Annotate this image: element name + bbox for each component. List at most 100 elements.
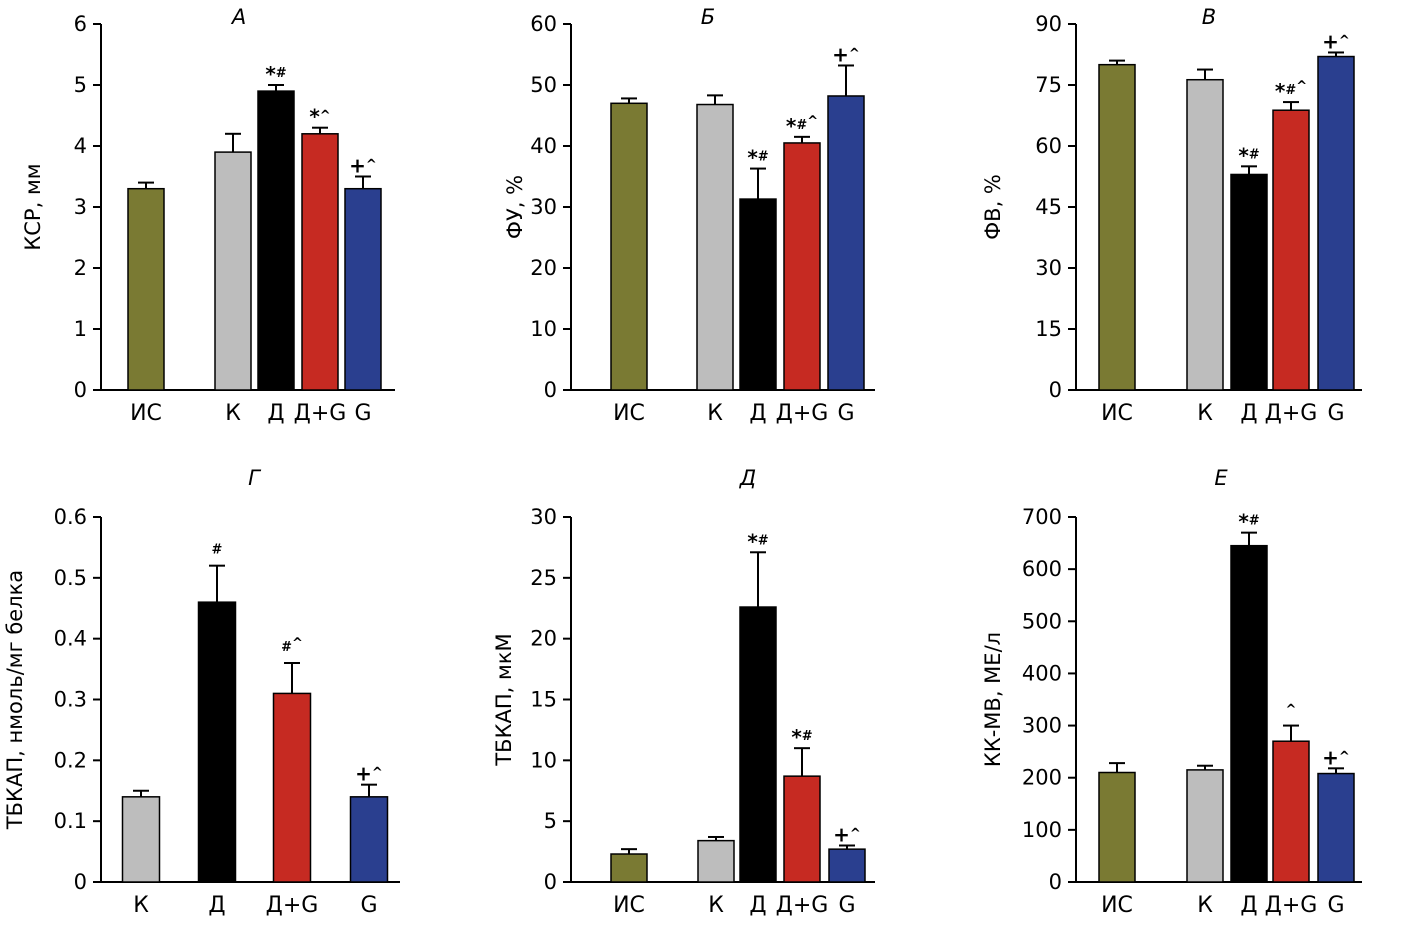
- bar: [1230, 544, 1268, 883]
- significance-marker: *#: [1238, 510, 1259, 534]
- significance-symbol: *: [1275, 79, 1286, 103]
- bar: [344, 187, 382, 391]
- significance-symbol: +: [833, 823, 850, 847]
- category-label: G: [1327, 893, 1344, 918]
- y-tick-label: 600: [1022, 557, 1062, 581]
- significance-symbol: ^: [1286, 703, 1297, 718]
- significance-marker: +^: [349, 154, 377, 178]
- bar: [272, 692, 312, 883]
- y-tick-label: 20: [530, 627, 557, 651]
- panel-title: А: [230, 5, 246, 29]
- category-label: ИС: [1101, 893, 1133, 918]
- bar: [349, 796, 389, 883]
- significance-symbol: +: [832, 42, 849, 66]
- y-tick-label: 15: [530, 688, 557, 712]
- y-tick-label: 0.6: [54, 505, 87, 529]
- significance-symbol: #: [1285, 83, 1296, 98]
- significance-marker: *#: [747, 529, 768, 553]
- significance-symbol: *: [747, 146, 758, 170]
- y-tick-label: 10: [530, 748, 557, 772]
- significance-symbol: *: [1238, 143, 1249, 167]
- category-label: Д+G: [1265, 893, 1318, 918]
- panel-title: Г: [248, 466, 262, 490]
- significance-symbol: ^: [366, 158, 377, 173]
- y-tick-label: 15: [1035, 317, 1062, 341]
- bar: [610, 102, 648, 391]
- panel-title: Б: [701, 5, 715, 29]
- category-label: К: [707, 401, 723, 426]
- y-tick-label: 5: [74, 73, 87, 97]
- significance-symbol: +: [1322, 29, 1339, 53]
- y-axis-label: ФУ, %: [503, 175, 527, 239]
- category-label: Д: [749, 893, 766, 918]
- category-label: К: [1197, 893, 1213, 918]
- category-label: ИС: [613, 893, 645, 918]
- significance-marker: *#: [1238, 143, 1259, 167]
- category-label: G: [1327, 401, 1344, 426]
- significance-symbol: #: [281, 640, 292, 655]
- y-tick-label: 300: [1022, 714, 1062, 738]
- y-tick-label: 700: [1022, 505, 1062, 529]
- y-tick-label: 75: [1035, 73, 1062, 97]
- y-tick-label: 60: [1035, 134, 1062, 158]
- category-label: Д: [208, 893, 225, 918]
- y-tick-label: 0: [74, 378, 87, 402]
- y-tick-label: 0: [544, 378, 557, 402]
- category-label: К: [225, 401, 241, 426]
- bar: [827, 95, 865, 391]
- significance-symbol: ^: [320, 109, 331, 124]
- significance-symbol: #: [1249, 514, 1260, 529]
- significance-marker: *#^: [786, 114, 818, 138]
- significance-symbol: #: [212, 543, 223, 558]
- bar: [610, 853, 648, 883]
- y-axis-label: КК-МВ, МЕ/л: [981, 632, 1005, 767]
- bar: [301, 133, 339, 391]
- significance-marker: #^: [281, 636, 303, 655]
- category-label: К: [708, 893, 724, 918]
- y-tick-label: 400: [1022, 661, 1062, 685]
- significance-marker: +^: [832, 42, 860, 66]
- category-label: G: [837, 401, 854, 426]
- category-label: Д: [749, 401, 766, 426]
- y-tick-label: 0: [74, 870, 87, 894]
- bar: [214, 151, 252, 391]
- bar: [1317, 772, 1355, 883]
- bar: [697, 839, 735, 883]
- significance-marker: ^: [1286, 703, 1297, 718]
- significance-marker: +^: [833, 823, 861, 847]
- category-label: Д+G: [776, 893, 829, 918]
- y-tick-label: 50: [530, 73, 557, 97]
- y-tick-label: 20: [530, 256, 557, 280]
- significance-symbol: #: [1249, 147, 1260, 162]
- significance-symbol: ^: [372, 766, 383, 781]
- y-tick-label: 30: [530, 505, 557, 529]
- bar: [783, 775, 821, 883]
- y-tick-label: 3: [74, 195, 87, 219]
- significance-symbol: *: [265, 62, 276, 86]
- y-tick-label: 10: [530, 317, 557, 341]
- y-tick-label: 2: [74, 256, 87, 280]
- significance-symbol: #: [802, 729, 813, 744]
- bar: [696, 103, 734, 391]
- bar: [257, 90, 295, 391]
- y-tick-label: 0: [1049, 870, 1062, 894]
- category-label: ИС: [130, 401, 162, 426]
- y-tick-label: 30: [1035, 256, 1062, 280]
- y-tick-label: 30: [530, 195, 557, 219]
- bar: [739, 198, 777, 391]
- y-tick-label: 1: [74, 317, 87, 341]
- bar: [783, 142, 821, 391]
- bar: [127, 187, 165, 391]
- chart-panel-4: Г ТБКАП, нмоль/мг белка 0 0.1 0.2 0.3 0.4 0.5 0.…: [3, 466, 400, 918]
- chart-panel-6: Е КК-МВ, МЕ/л 0 100 200 300 400 500 600 700 ИС К Д *#…: [981, 466, 1362, 918]
- category-label: Д+G: [294, 401, 347, 426]
- category-label: G: [354, 401, 371, 426]
- y-tick-label: 0: [1049, 378, 1062, 402]
- significance-marker: +^: [1322, 745, 1350, 769]
- bar: [121, 796, 161, 883]
- y-axis-label: ТБКАП, мкМ: [492, 633, 516, 766]
